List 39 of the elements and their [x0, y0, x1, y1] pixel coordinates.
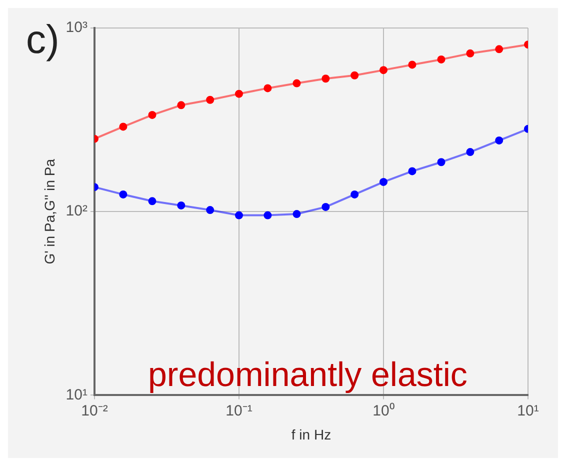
- point: [206, 96, 214, 104]
- point: [148, 110, 156, 119]
- point: [119, 122, 128, 131]
- y-axis-title: G' in Pa,G'' in Pa: [41, 158, 58, 264]
- x-axis-title: f in Hz: [291, 426, 332, 442]
- point: [350, 190, 359, 198]
- point: [408, 60, 416, 69]
- point: [437, 158, 446, 166]
- y-tick-label: 10¹: [66, 386, 88, 404]
- point: [437, 55, 446, 64]
- x-tick-label: 10¹: [517, 402, 539, 420]
- point: [379, 178, 388, 186]
- point: [322, 74, 330, 83]
- x-tick-label: 10⁻²: [81, 402, 108, 420]
- point: [322, 202, 330, 211]
- point: [177, 101, 186, 110]
- point: [466, 49, 474, 58]
- point: [177, 201, 186, 210]
- point: [408, 167, 416, 176]
- annotation: predominantly elastic: [148, 356, 468, 395]
- x-tick-label: 10⁻¹: [226, 402, 252, 420]
- point: [495, 45, 504, 54]
- point: [264, 211, 272, 220]
- text: c): [26, 18, 60, 63]
- y-tick-label: 10³: [66, 19, 88, 36]
- x-tick-label: 10⁰: [372, 402, 394, 420]
- point: [379, 66, 388, 74]
- point: [264, 84, 272, 92]
- y-tick-label: 10²: [66, 202, 88, 220]
- point: [292, 79, 301, 88]
- point: [119, 190, 128, 198]
- point: [466, 148, 474, 156]
- point: [148, 197, 156, 206]
- point: [292, 210, 301, 218]
- point: [234, 211, 243, 220]
- point: [495, 136, 504, 144]
- point: [206, 206, 214, 214]
- point: [234, 90, 243, 98]
- point: [350, 71, 359, 80]
